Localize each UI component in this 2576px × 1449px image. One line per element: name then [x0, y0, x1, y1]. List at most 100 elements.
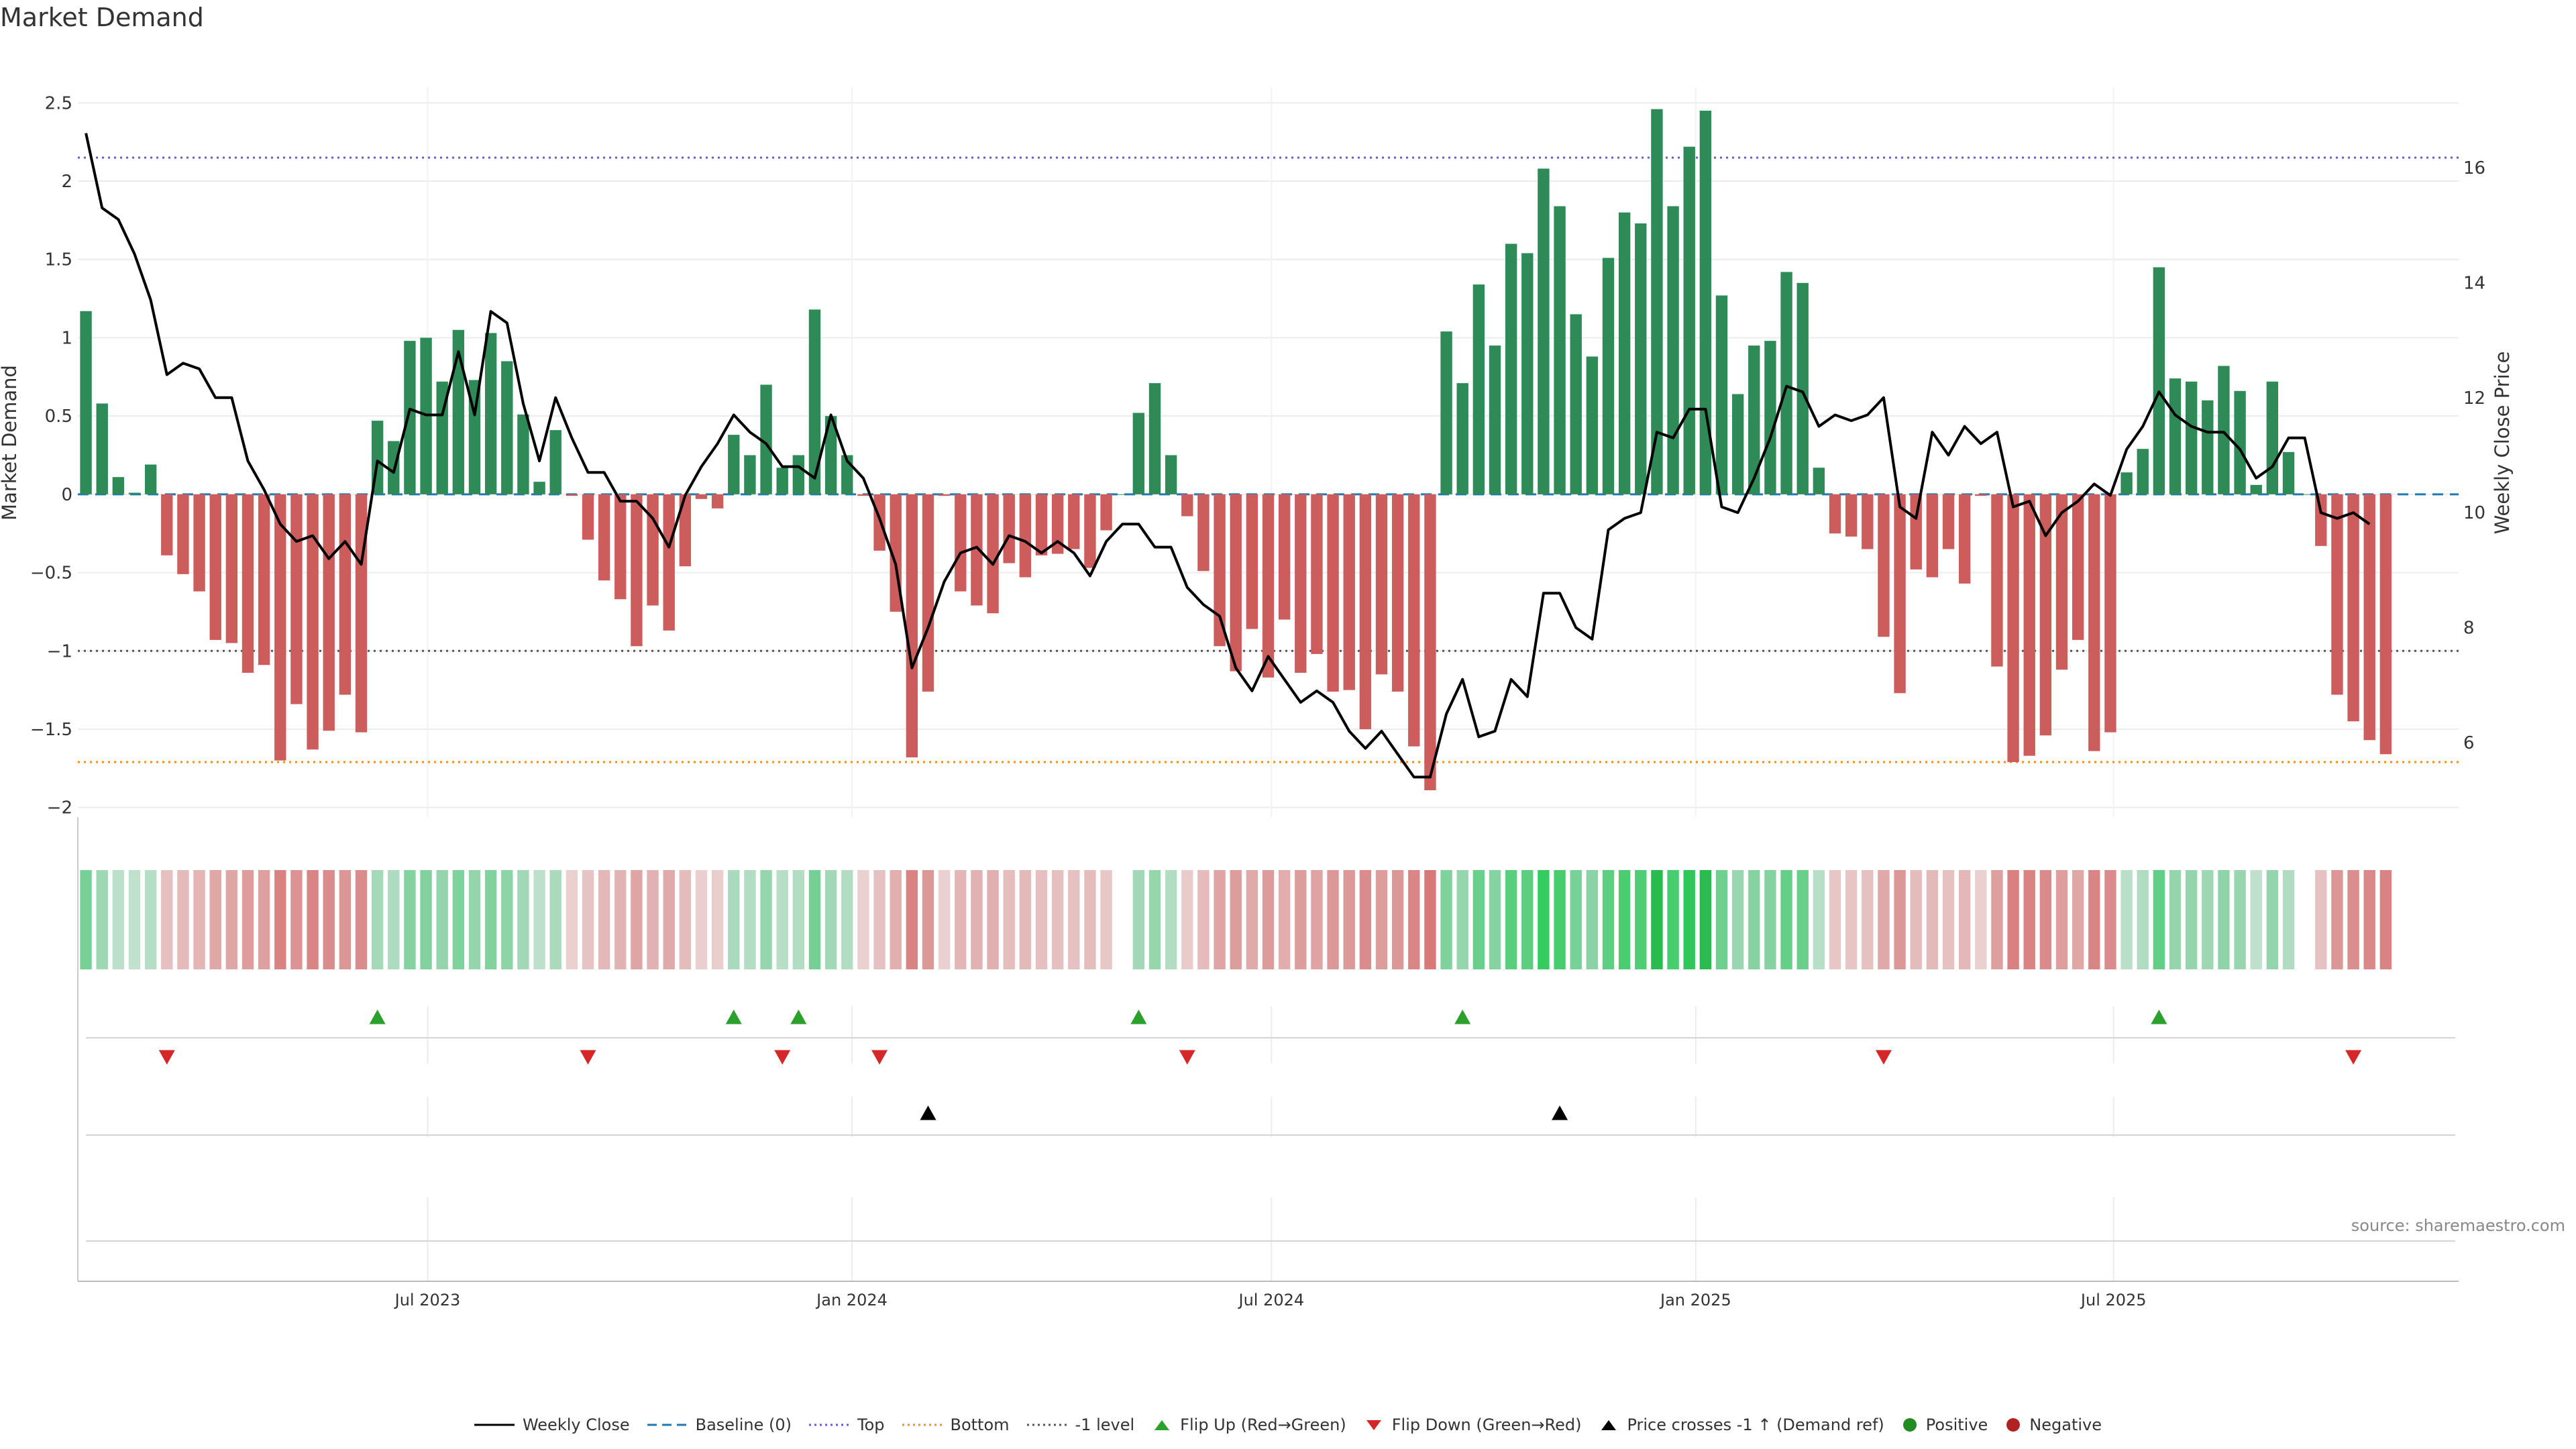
flip-up-marker [725, 1010, 742, 1024]
demand-bar [323, 494, 335, 731]
demand-bar [1214, 494, 1226, 647]
demand-bar [711, 494, 724, 508]
heat-cell [2007, 870, 2019, 969]
demand-bar [1278, 494, 1291, 620]
demand-bar [2121, 472, 2133, 494]
legend-item-weekly-close[interactable]: Weekly Close [474, 1415, 630, 1434]
heat-cell [873, 870, 885, 969]
demand-bar [2298, 494, 2311, 495]
heat-cell [987, 870, 999, 969]
heat-cell [582, 870, 594, 969]
demand-bar [339, 494, 352, 695]
heat-cell [1343, 870, 1355, 969]
legend-item-positive[interactable]: Positive [1902, 1415, 1988, 1434]
legend-item-minus-one[interactable]: -1 level [1026, 1415, 1134, 1434]
demand-bar [1489, 345, 1501, 494]
y2-tick-label: 6 [2463, 733, 2475, 753]
demand-bar [2282, 451, 2295, 494]
demand-bar [1051, 494, 1064, 554]
heat-cell [1311, 870, 1323, 969]
heat-cell [1731, 870, 1744, 969]
heat-cell [1391, 870, 1404, 969]
legend-item-flip-up[interactable]: Flip Up (Red→Green) [1152, 1415, 1346, 1434]
heat-cell [2218, 870, 2230, 969]
y2-tick-label: 16 [2463, 158, 2485, 178]
demand-bar [2153, 267, 2165, 494]
demand-bar [1165, 455, 1177, 494]
demand-bar [1197, 494, 1210, 572]
demand-bar [728, 435, 740, 494]
legend-item-price-cross[interactable]: Price crosses -1 ↑ (Demand ref) [1599, 1415, 1884, 1434]
demand-bar [258, 494, 270, 665]
demand-bar [2088, 494, 2100, 751]
heat-cell [2234, 870, 2246, 969]
heat-cell [647, 870, 659, 969]
heat-cell [566, 870, 578, 969]
heat-cell [290, 870, 303, 969]
legend-label: Baseline (0) [695, 1415, 792, 1434]
legend-item-baseline[interactable]: Baseline (0) [647, 1415, 792, 1434]
demand-bar [193, 494, 205, 592]
heat-cell [501, 870, 513, 969]
demand-bar [857, 494, 869, 496]
y2-tick-label: 14 [2463, 273, 2485, 293]
y-tick-label: 1 [61, 328, 72, 348]
demand-bar [1100, 494, 1112, 531]
heat-cell [484, 870, 497, 969]
heat-cell [1683, 870, 1695, 969]
heat-cell [1635, 870, 1647, 969]
demand-bar [1780, 272, 1792, 494]
demand-bar [2072, 494, 2084, 640]
demand-bar [776, 468, 788, 494]
demand-bar [663, 494, 675, 631]
heat-cell [2379, 870, 2392, 969]
demand-bar [517, 414, 529, 494]
demand-bar [549, 430, 561, 494]
x-tick-label: Jan 2025 [1659, 1291, 1731, 1309]
heat-cell [1618, 870, 1631, 969]
demand-bar [1926, 494, 1939, 578]
heat-cell [1181, 870, 1193, 969]
demand-bar [1635, 223, 1647, 494]
flip-up-marker [1454, 1010, 1471, 1024]
legend-line-solid-icon [474, 1424, 515, 1426]
demand-bar [1667, 206, 1679, 494]
demand-bar [2250, 484, 2262, 494]
demand-bar [1715, 295, 1728, 494]
demand-bar [2023, 494, 2035, 756]
legend-label: Flip Down (Green→Red) [1391, 1415, 1582, 1434]
legend-item-top[interactable]: Top [809, 1415, 885, 1434]
heat-cell [2055, 870, 2068, 969]
demand-bar [177, 494, 189, 574]
legend-item-negative[interactable]: Negative [2005, 1415, 2102, 1434]
legend-item-flip-down[interactable]: Flip Down (Green→Red) [1364, 1415, 1582, 1434]
heat-cell [711, 870, 724, 969]
heat-cell [1100, 870, 1112, 969]
heat-cell [1327, 870, 1339, 969]
demand-bar [1148, 383, 1161, 494]
heat-cell [971, 870, 983, 969]
demand-bar [1796, 282, 1809, 494]
demand-bar [1424, 494, 1436, 790]
heat-cell [128, 870, 141, 969]
heat-cell [161, 870, 173, 969]
heat-cell [1148, 870, 1161, 969]
demand-bar [566, 494, 578, 496]
demand-bar [1618, 212, 1631, 494]
heat-cell [2266, 870, 2279, 969]
heat-cell [533, 870, 545, 969]
heat-cell [2347, 870, 2359, 969]
legend-label: Weekly Close [522, 1415, 630, 1434]
heat-cell [1116, 870, 1128, 969]
demand-bar [2202, 400, 2214, 494]
x-tick-label: Jan 2024 [815, 1291, 888, 1309]
demand-bar [112, 477, 125, 494]
legend-item-bottom[interactable]: Bottom [902, 1415, 1010, 1434]
legend-label: Positive [1925, 1415, 1988, 1434]
demand-bar [1538, 168, 1550, 494]
demand-bar [760, 384, 772, 494]
y2-tick-label: 12 [2463, 388, 2485, 409]
demand-bar [1472, 284, 1485, 494]
demand-bar [436, 381, 448, 494]
